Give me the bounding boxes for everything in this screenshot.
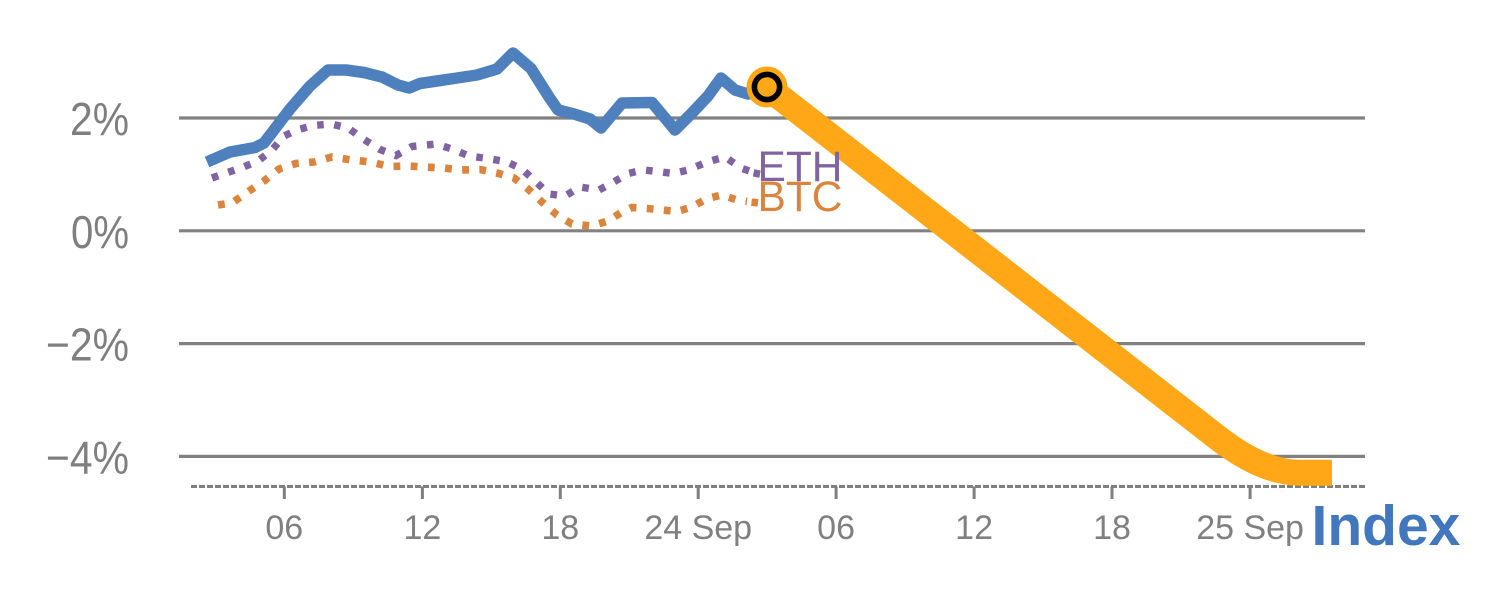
svg-text:−4%: −4% bbox=[46, 431, 129, 483]
svg-text:24 Sep: 24 Sep bbox=[644, 509, 752, 547]
svg-text:12: 12 bbox=[955, 509, 993, 547]
svg-text:18: 18 bbox=[1093, 509, 1131, 547]
svg-text:06: 06 bbox=[265, 509, 303, 547]
svg-text:12: 12 bbox=[403, 509, 441, 547]
svg-text:06: 06 bbox=[817, 509, 855, 547]
svg-text:−2%: −2% bbox=[46, 319, 129, 371]
svg-text:0%: 0% bbox=[71, 206, 129, 258]
svg-text:2%: 2% bbox=[70, 93, 129, 145]
svg-text:18: 18 bbox=[541, 509, 579, 547]
svg-text:25 Sep: 25 Sep bbox=[1196, 509, 1304, 547]
svg-text:BTC: BTC bbox=[758, 174, 843, 221]
svg-text:ETH: ETH bbox=[758, 144, 843, 191]
svg-text:Index: Index bbox=[1312, 494, 1461, 558]
